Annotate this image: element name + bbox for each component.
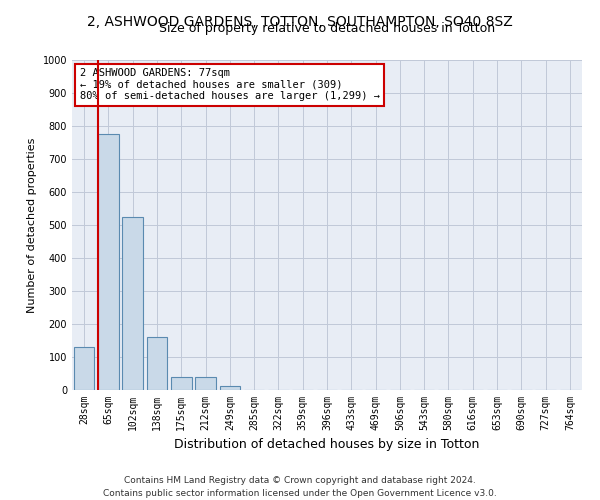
Text: 2 ASHWOOD GARDENS: 77sqm
← 19% of detached houses are smaller (309)
80% of semi-: 2 ASHWOOD GARDENS: 77sqm ← 19% of detach… [80, 68, 380, 102]
Text: 2, ASHWOOD GARDENS, TOTTON, SOUTHAMPTON, SO40 8SZ: 2, ASHWOOD GARDENS, TOTTON, SOUTHAMPTON,… [87, 15, 513, 29]
Bar [122, 217, 143, 390]
Bar [74, 347, 94, 390]
Bar [98, 134, 119, 390]
Bar [146, 337, 167, 390]
Bar [171, 378, 191, 390]
Bar [195, 378, 216, 390]
X-axis label: Distribution of detached houses by size in Totton: Distribution of detached houses by size … [175, 438, 479, 452]
Bar [220, 386, 240, 390]
Y-axis label: Number of detached properties: Number of detached properties [27, 138, 37, 312]
Text: Contains HM Land Registry data © Crown copyright and database right 2024.
Contai: Contains HM Land Registry data © Crown c… [103, 476, 497, 498]
Title: Size of property relative to detached houses in Totton: Size of property relative to detached ho… [159, 22, 495, 35]
